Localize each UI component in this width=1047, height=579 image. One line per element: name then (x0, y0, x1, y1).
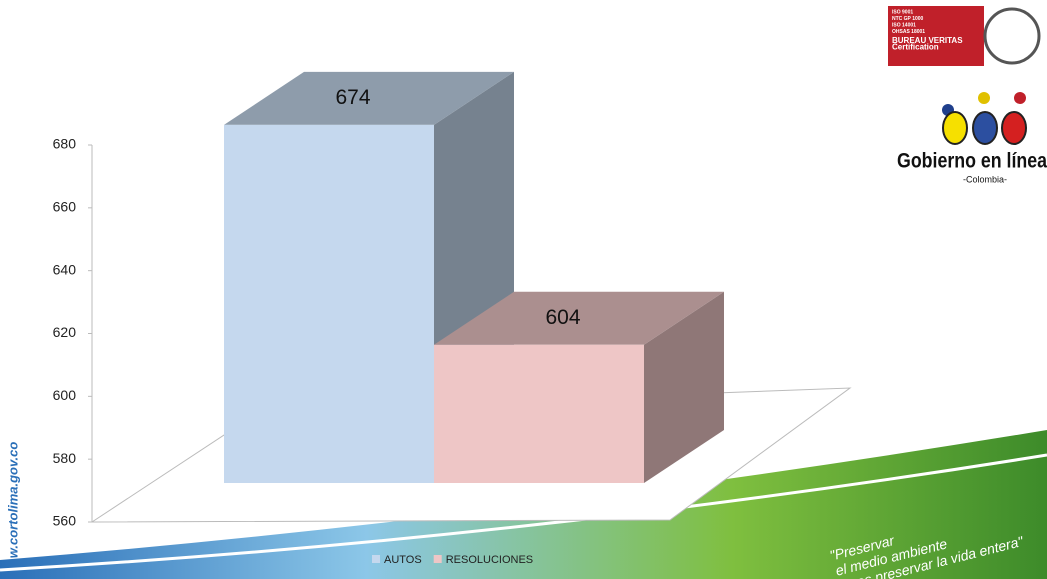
website: w.cortolima.gov.co (5, 442, 20, 559)
bar-top (224, 71, 514, 125)
bar (434, 344, 644, 483)
dot (978, 92, 990, 104)
cert-red (888, 6, 984, 66)
cert-line: BUREAU VERITAS (892, 36, 963, 45)
legend-swatch (372, 555, 380, 563)
gobierno: Gobierno en línea (897, 150, 1047, 173)
legend-swatch (433, 555, 442, 563)
figure (972, 111, 998, 145)
cert-seal (983, 7, 1041, 65)
cert-line: Certification (892, 43, 939, 52)
y-tick-label: 680 (53, 136, 77, 152)
bar-side (644, 291, 724, 483)
value-label: 604 (545, 306, 580, 329)
country: -Colombia- (963, 174, 1007, 184)
bar-top (434, 291, 724, 345)
swoosh (0, 430, 1047, 579)
legend-label: AUTOS (384, 554, 422, 566)
y-tick-label: 600 (53, 387, 77, 403)
legend-label: RESOLUCIONES (446, 554, 533, 566)
value-label: 674 (335, 86, 370, 109)
y-tick-label: 660 (53, 199, 77, 215)
cert-line: ISO 14001 (892, 22, 916, 28)
cert-line: NTC GP 1000 (892, 16, 924, 22)
y-tick-label: 640 (53, 261, 77, 277)
y-tick-label: 560 (53, 513, 77, 529)
cert-line: ISO 9001 (892, 9, 913, 15)
y-tick-label: 620 (53, 324, 77, 340)
figure (942, 111, 968, 145)
swoosh-line (0, 453, 1047, 572)
slogan: "Preservar el medio ambiente es preserva… (828, 532, 1026, 579)
figure (1001, 111, 1027, 145)
dot (1014, 92, 1026, 104)
bar (224, 124, 434, 483)
y-tick-label: 580 (53, 450, 77, 466)
chart: 560 580 600 620 640 660 680 674 604 AUTOS RESOLUCI… (53, 71, 724, 566)
cert-line: OHSAS 18001 (892, 29, 925, 35)
